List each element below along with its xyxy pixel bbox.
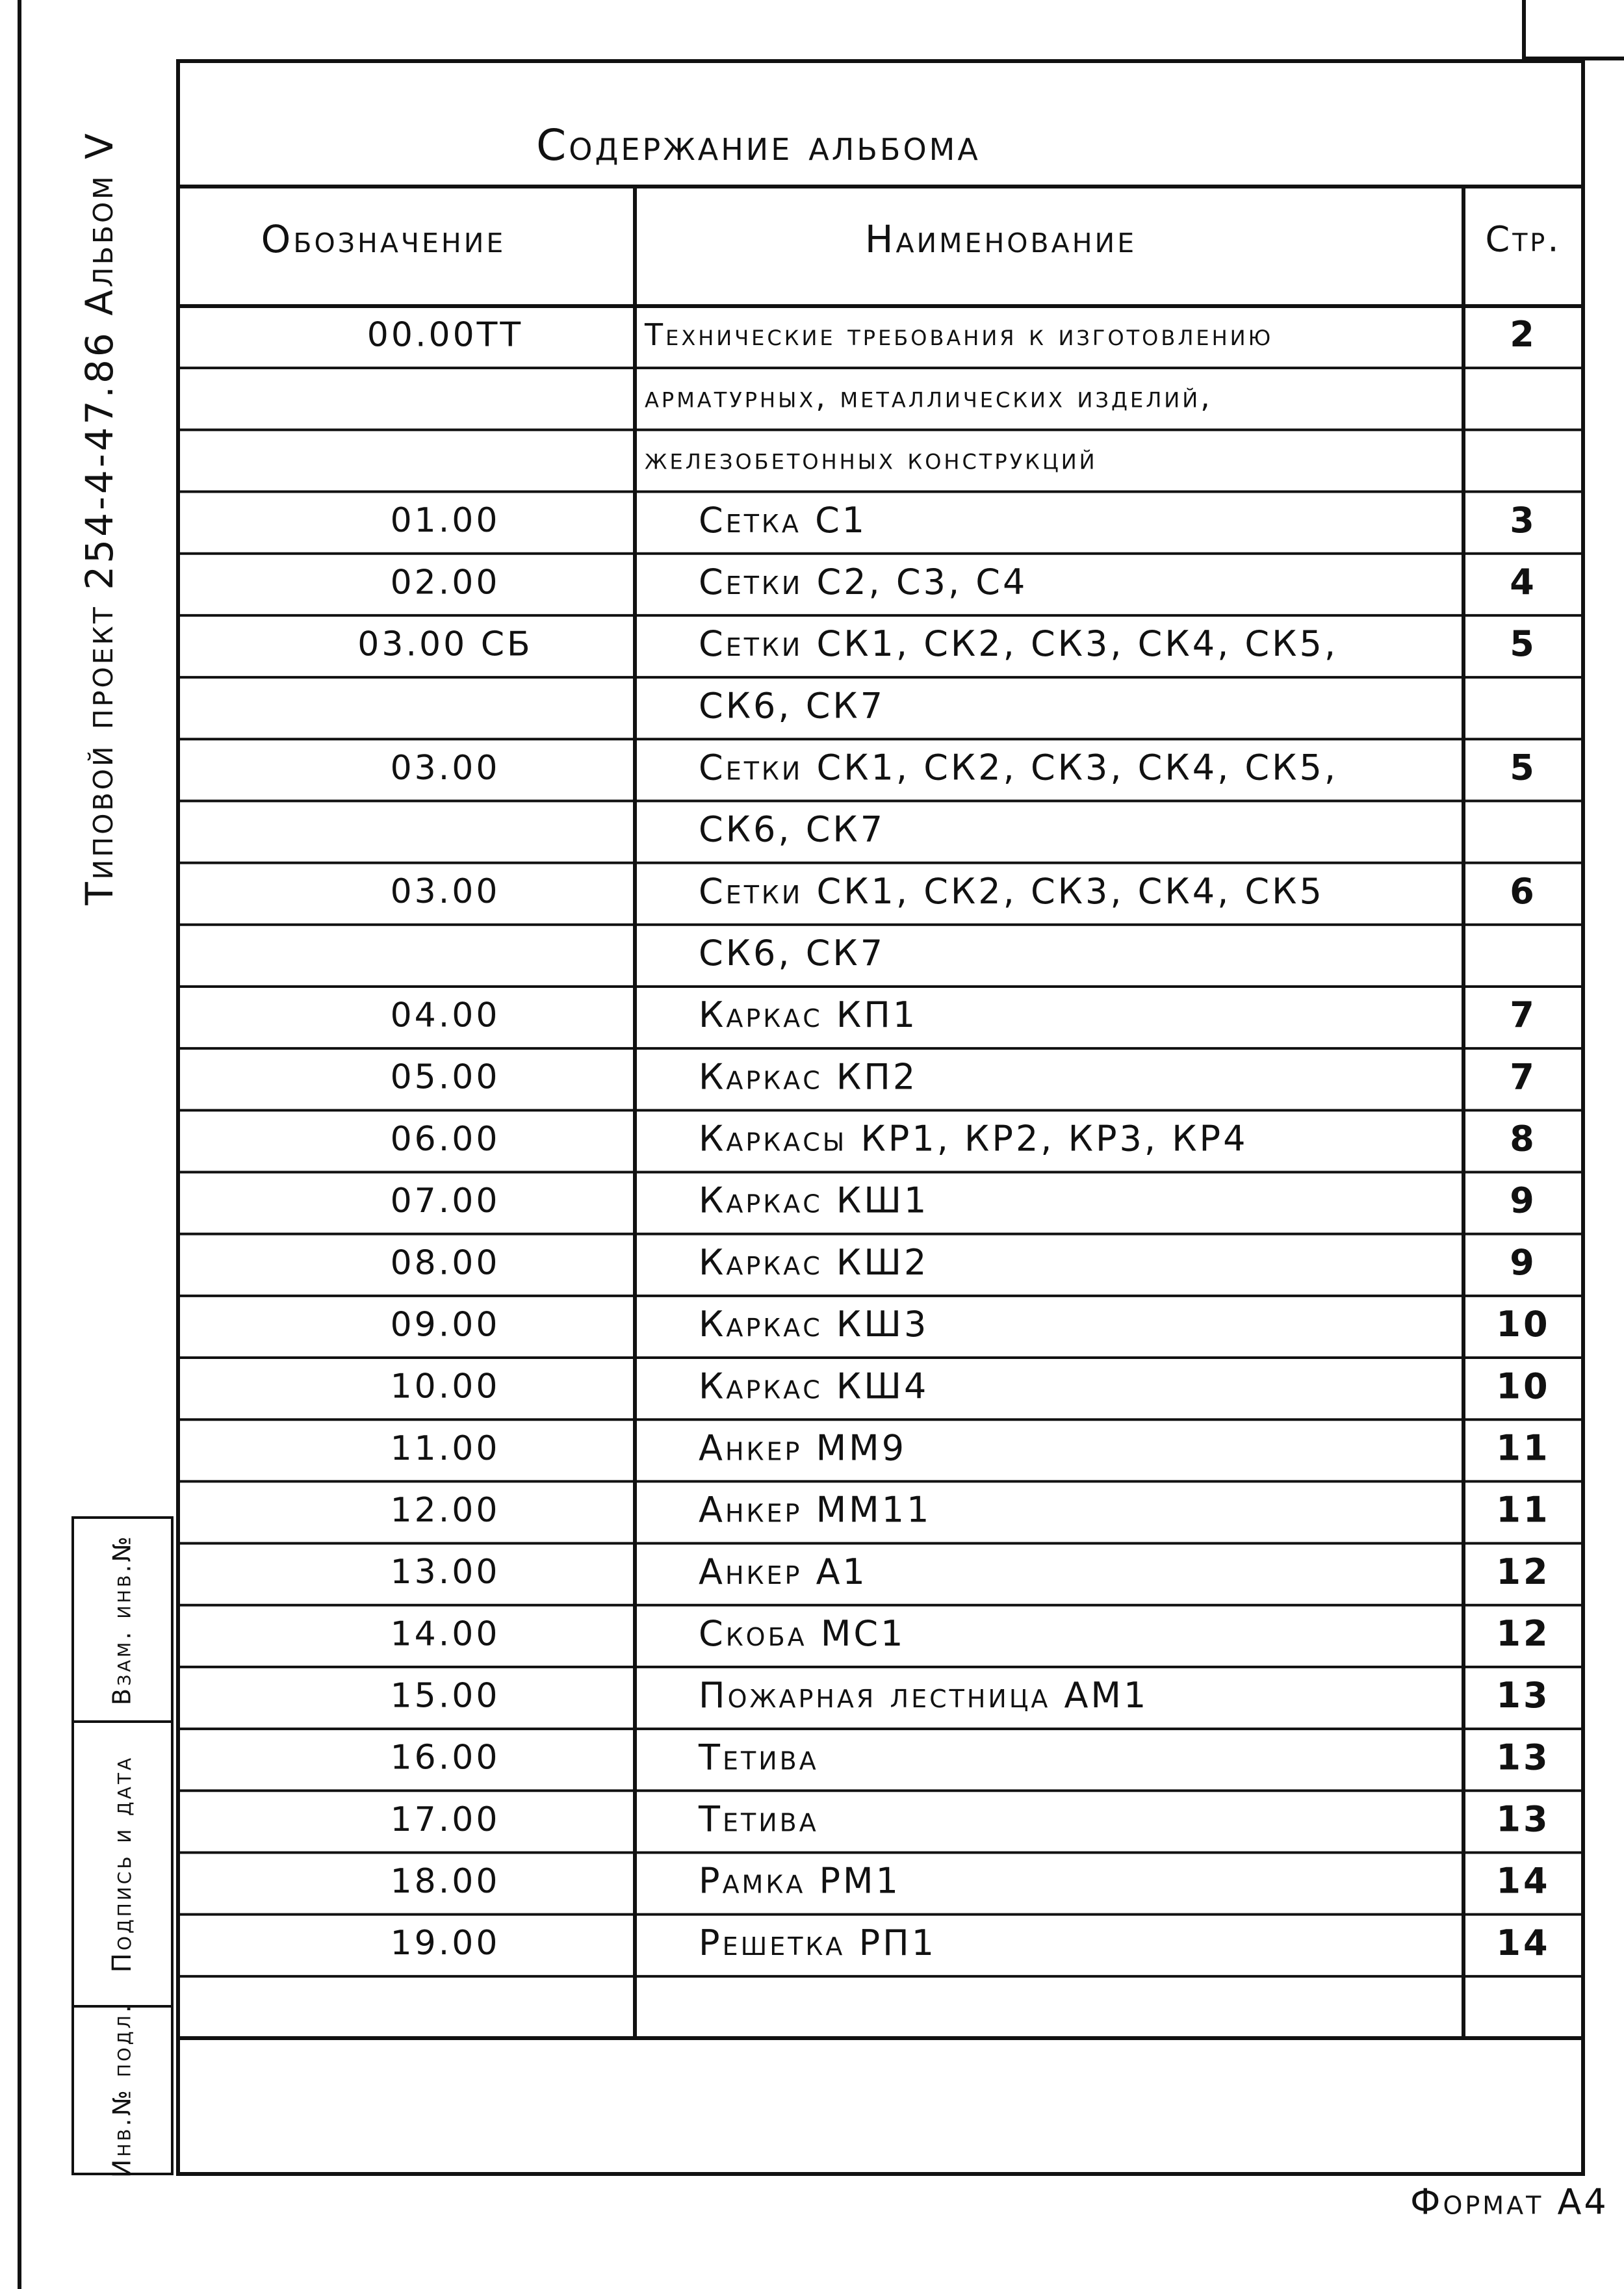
designation: 04.00	[391, 996, 500, 1035]
item-name: Каркас КШ3	[699, 1304, 929, 1345]
stamp-label: Инв.№ подл.	[108, 2002, 136, 2178]
page-number: 7	[1510, 994, 1537, 1035]
outer-frame	[176, 59, 1585, 2176]
item-name: СК6, СК7	[699, 809, 885, 850]
page-number: 13	[1496, 1799, 1550, 1840]
column-header: Обозначение	[261, 217, 506, 261]
item-name: Каркас КШ1	[699, 1180, 929, 1221]
page-number: 14	[1496, 1922, 1550, 1963]
page-number: 11	[1496, 1490, 1550, 1531]
item-name: Каркасы КР1, КР2, КР3, КР4	[699, 1119, 1248, 1159]
designation: 07.00	[391, 1182, 500, 1221]
designation: 18.00	[391, 1862, 500, 1901]
designation: 17.00	[391, 1800, 500, 1839]
designation: 08.00	[391, 1243, 500, 1282]
page-number: 3	[1510, 500, 1537, 541]
item-name: Сетка С1	[699, 500, 867, 541]
page-number: 8	[1510, 1119, 1537, 1159]
page-number: 4	[1510, 562, 1537, 602]
item-name: СК6, СК7	[699, 685, 885, 726]
designation: 06.00	[391, 1120, 500, 1159]
page-number: 12	[1496, 1551, 1550, 1592]
designation: 02.00	[391, 563, 500, 602]
project-label: Типовой проект 254-4-47.86 Альбом V	[77, 131, 122, 906]
item-name: железобетонных конструкций	[645, 441, 1098, 476]
item-name: Тетива	[698, 1799, 819, 1840]
stamp-label: Подпись и дата	[107, 1755, 137, 1972]
item-name: Сетки СК1, СК2, СК3, СК4, СК5,	[699, 747, 1338, 788]
item-name: Каркас КШ2	[699, 1242, 929, 1283]
designation: 09.00	[391, 1305, 500, 1344]
page-number: 9	[1510, 1242, 1537, 1283]
page-number: 12	[1496, 1613, 1550, 1654]
item-name: Решетка РП1	[699, 1922, 936, 1963]
designation: 03.00	[391, 872, 500, 911]
item-name: Анкер ММ11	[699, 1490, 931, 1531]
page-number: 5	[1510, 747, 1537, 788]
page-number: 2	[1510, 314, 1537, 355]
designation: 10.00	[391, 1367, 500, 1406]
stamp-box	[71, 1516, 174, 2175]
item-name: Пожарная лестница АМ1	[699, 1675, 1148, 1716]
page-number: 13	[1496, 1737, 1550, 1778]
designation: 01.00	[391, 501, 500, 540]
designation: 14.00	[391, 1614, 500, 1653]
item-name: Технические требования к изготовлению	[644, 317, 1273, 352]
page-number: 9	[1510, 1180, 1537, 1221]
page-number: 6	[1510, 871, 1537, 912]
page-number: 10	[1496, 1365, 1550, 1406]
page-number: 11	[1496, 1427, 1550, 1468]
title: Содержание альбома	[536, 120, 981, 170]
format-label: Формат А4	[1410, 2182, 1609, 2223]
item-name: Анкер ММ9	[699, 1427, 907, 1468]
designation: 13.00	[391, 1553, 500, 1592]
designation: 12.00	[391, 1491, 500, 1530]
designation: 19.00	[391, 1924, 500, 1963]
item-name: Каркас КП1	[699, 994, 918, 1035]
designation: 00.00ТТ	[367, 316, 523, 355]
item-name: Рамка РМ1	[699, 1861, 901, 1902]
page-number: 5	[1510, 623, 1537, 664]
item-name: Тетива	[698, 1737, 819, 1778]
column-header: Наименование	[865, 217, 1137, 261]
item-name: Сетки СК1, СК2, СК3, СК4, СК5,	[699, 623, 1338, 664]
stamp-label: Взам. инв.№	[108, 1534, 136, 1705]
item-name: Сетки СК1, СК2, СК3, СК4, СК5	[699, 871, 1324, 912]
designation: 03.00	[391, 749, 500, 788]
designation: 15.00	[391, 1677, 500, 1716]
item-name: СК6, СК7	[699, 933, 885, 974]
column-header: Стр.	[1486, 219, 1562, 260]
item-name: арматурных, металлических изделий,	[645, 379, 1213, 414]
corner-mark	[1522, 0, 1624, 60]
designation: 16.00	[391, 1739, 500, 1778]
page-number: 7	[1510, 1056, 1537, 1097]
item-name: Каркас КП2	[699, 1056, 918, 1097]
item-name: Анкер А1	[699, 1551, 868, 1592]
item-name: Каркас КШ4	[699, 1365, 929, 1406]
item-name: Сетки С2, С3, С4	[699, 562, 1027, 602]
designation: 05.00	[391, 1058, 500, 1097]
page-number: 14	[1496, 1861, 1550, 1902]
page-number: 13	[1496, 1675, 1550, 1716]
designation: 03.00 СБ	[357, 625, 532, 664]
item-name: Скоба МС1	[699, 1613, 905, 1654]
designation: 11.00	[391, 1429, 500, 1468]
page-number: 10	[1496, 1304, 1550, 1345]
